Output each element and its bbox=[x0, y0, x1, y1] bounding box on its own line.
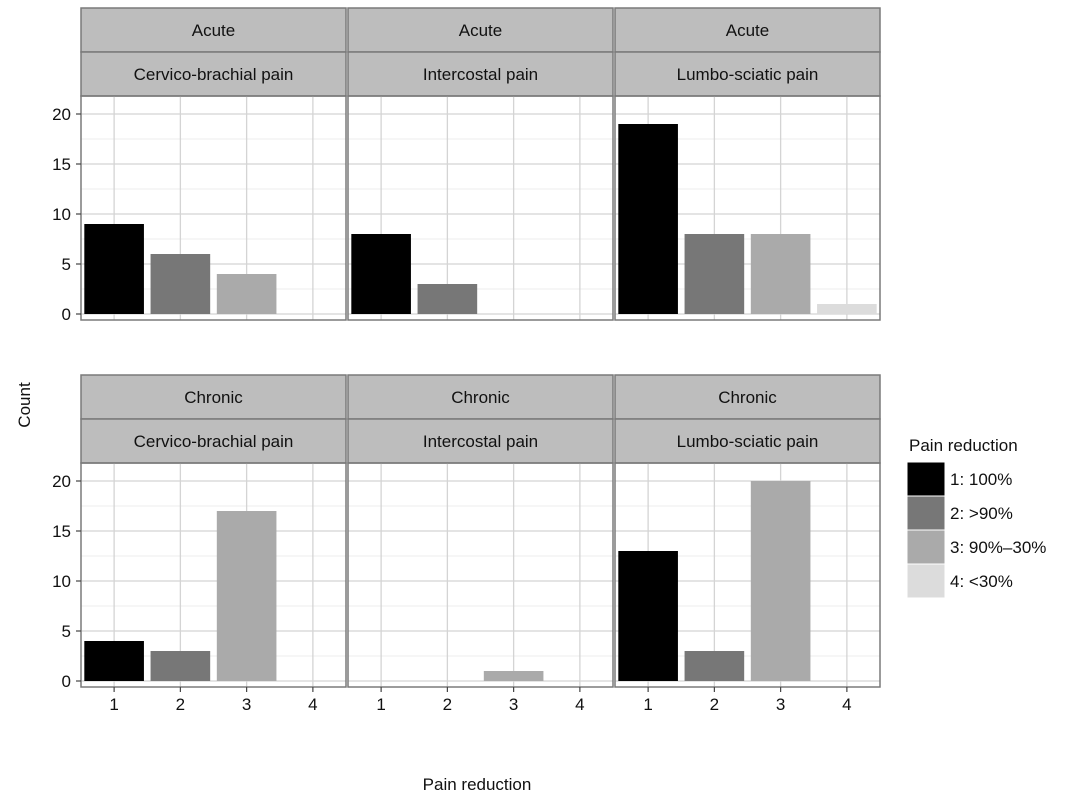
bar-panel-acute-cervico-brachial-pain-cat-1 bbox=[84, 224, 144, 314]
strip-col-label-bg bbox=[80, 418, 347, 464]
y-tick-label: 5 bbox=[62, 622, 71, 641]
legend-label-4: 4: <30% bbox=[950, 572, 1013, 591]
panel-border bbox=[80, 95, 347, 321]
y-tick-label: 15 bbox=[52, 155, 71, 174]
y-tick-label: 20 bbox=[52, 472, 71, 491]
strip-col-label: Lumbo-sciatic pain bbox=[677, 65, 819, 84]
y-axis-title: Count bbox=[15, 382, 34, 428]
strip-col-label: Intercostal pain bbox=[423, 432, 538, 451]
x-tick-label: 4 bbox=[575, 695, 584, 714]
strip-row-label-bg bbox=[80, 7, 347, 53]
bar-panel-acute-lumbo-sciatic-pain-cat-3 bbox=[750, 234, 811, 314]
legend-label-3: 3: 90%–30% bbox=[950, 538, 1046, 557]
x-tick-label: 2 bbox=[710, 695, 719, 714]
bar-panel-acute-intercostal-pain-cat-1 bbox=[351, 234, 411, 314]
x-tick-label: 1 bbox=[376, 695, 385, 714]
x-tick-label: 3 bbox=[242, 695, 251, 714]
strip-row-label-bg bbox=[347, 7, 614, 53]
strip-col-label-bg bbox=[614, 418, 881, 464]
panel-chronic-cervico-brachial-pain: Chronic Cervico-brachial pain 0 5 10 15 20 1 2 3 4 bbox=[52, 374, 347, 714]
bar-panel-acute-cervico-brachial-pain-cat-3 bbox=[216, 274, 277, 314]
panel-acute-lumbo-sciatic-pain: Acute Lumbo-sciatic pain bbox=[614, 7, 881, 321]
x-tick-label: 2 bbox=[443, 695, 452, 714]
strip-col-label: Cervico-brachial pain bbox=[134, 432, 294, 451]
panel-border bbox=[614, 462, 881, 688]
panel-border bbox=[614, 95, 881, 321]
bar-panel-acute-lumbo-sciatic-pain-cat-1 bbox=[618, 124, 678, 314]
x-tick-label: 2 bbox=[176, 695, 185, 714]
bar-panel-chronic-cervico-brachial-pain-cat-1 bbox=[84, 641, 144, 681]
bar-panel-chronic-intercostal-pain-cat-3 bbox=[483, 671, 544, 681]
strip-col-label: Cervico-brachial pain bbox=[134, 65, 294, 84]
strip-col-label-bg bbox=[347, 418, 614, 464]
legend-label-1: 1: 100% bbox=[950, 470, 1012, 489]
x-axis-title: Pain reduction bbox=[423, 775, 532, 794]
y-tick-label: 5 bbox=[62, 255, 71, 274]
strip-row-label: Chronic bbox=[718, 388, 777, 407]
panel-chronic-intercostal-pain: Chronic Intercostal pain 1 2 3 4 bbox=[347, 374, 614, 714]
strip-row-label-bg bbox=[347, 374, 614, 420]
bar-panel-chronic-lumbo-sciatic-pain-cat-3 bbox=[750, 481, 811, 681]
panel-chronic-lumbo-sciatic-pain: Chronic Lumbo-sciatic pain 1 2 3 4 bbox=[614, 374, 881, 714]
y-tick-label: 10 bbox=[52, 205, 71, 224]
strip-row-label-bg bbox=[614, 7, 881, 53]
strip-row-label: Chronic bbox=[184, 388, 243, 407]
bar-panel-chronic-cervico-brachial-pain-cat-3 bbox=[216, 511, 277, 681]
strip-row-label-bg bbox=[614, 374, 881, 420]
x-tick-label: 4 bbox=[308, 695, 317, 714]
bar-panel-acute-intercostal-pain-cat-2 bbox=[417, 284, 478, 314]
y-tick-label: 0 bbox=[62, 305, 71, 324]
strip-row-label: Acute bbox=[459, 21, 502, 40]
y-tick-label: 0 bbox=[62, 672, 71, 691]
x-tick-label: 1 bbox=[109, 695, 118, 714]
bar-panel-chronic-lumbo-sciatic-pain-cat-2 bbox=[684, 651, 745, 681]
legend-key-1 bbox=[906, 461, 946, 497]
y-tick-label: 20 bbox=[52, 105, 71, 124]
legend-key-3 bbox=[906, 529, 946, 565]
bar-panel-acute-lumbo-sciatic-pain-cat-4 bbox=[817, 304, 877, 314]
strip-col-label: Intercostal pain bbox=[423, 65, 538, 84]
legend: Pain reduction 1: 100% 2: >90% 3: 90%–30% 4… bbox=[906, 436, 1046, 599]
strip-row-label: Chronic bbox=[451, 388, 510, 407]
panel-border bbox=[347, 462, 614, 688]
panel-border bbox=[347, 95, 614, 321]
strip-row-label: Acute bbox=[726, 21, 769, 40]
legend-key-2 bbox=[906, 495, 946, 531]
strip-row-label: Acute bbox=[192, 21, 235, 40]
panel-border bbox=[80, 462, 347, 688]
y-tick-label: 15 bbox=[52, 522, 71, 541]
bar-panel-chronic-lumbo-sciatic-pain-cat-1 bbox=[618, 551, 678, 681]
panel-acute-intercostal-pain: Acute Intercostal pain bbox=[347, 7, 614, 321]
strip-row-label-bg bbox=[80, 374, 347, 420]
strip-col-label-bg bbox=[80, 51, 347, 97]
bar-panel-chronic-cervico-brachial-pain-cat-2 bbox=[150, 651, 211, 681]
strip-col-label-bg bbox=[614, 51, 881, 97]
x-tick-label: 3 bbox=[776, 695, 785, 714]
panel-acute-cervico-brachial-pain: Acute Cervico-brachial pain 0 5 10 15 20 bbox=[52, 7, 347, 324]
legend-key-4 bbox=[906, 563, 946, 599]
legend-label-2: 2: >90% bbox=[950, 504, 1013, 523]
legend-title: Pain reduction bbox=[909, 436, 1018, 455]
x-tick-label: 3 bbox=[509, 695, 518, 714]
x-tick-label: 4 bbox=[842, 695, 851, 714]
x-tick-label: 1 bbox=[643, 695, 652, 714]
strip-col-label: Lumbo-sciatic pain bbox=[677, 432, 819, 451]
bar-panel-acute-lumbo-sciatic-pain-cat-2 bbox=[684, 234, 745, 314]
bar-panel-acute-cervico-brachial-pain-cat-2 bbox=[150, 254, 211, 314]
y-tick-label: 10 bbox=[52, 572, 71, 591]
